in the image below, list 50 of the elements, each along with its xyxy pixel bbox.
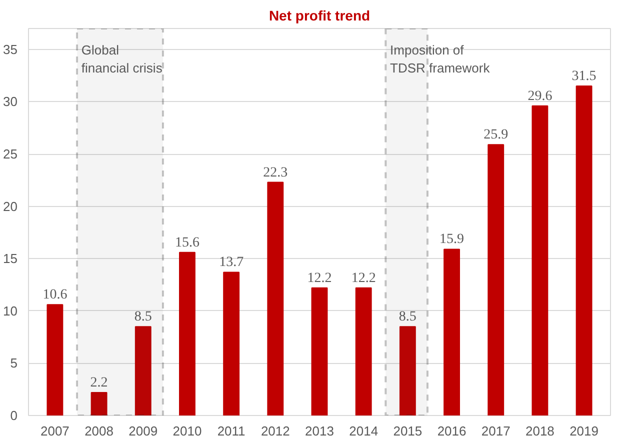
bar bbox=[179, 252, 196, 416]
bar bbox=[267, 182, 284, 416]
bar bbox=[576, 86, 592, 416]
bar bbox=[223, 272, 240, 416]
x-tick-label: 2012 bbox=[260, 424, 290, 438]
x-tick-label: 2010 bbox=[172, 424, 202, 438]
data-label: 2.2 bbox=[90, 375, 108, 390]
y-tick-label: 5 bbox=[10, 356, 18, 371]
data-label: 13.7 bbox=[219, 255, 244, 270]
data-label: 15.9 bbox=[440, 232, 464, 248]
y-tick-label: 0 bbox=[10, 408, 18, 423]
data-label: 8.5 bbox=[134, 310, 152, 325]
x-tick-label: 2009 bbox=[128, 424, 158, 438]
x-tick-label: 2008 bbox=[84, 424, 114, 438]
bar bbox=[134, 326, 152, 416]
y-tick-label: 35 bbox=[3, 42, 18, 57]
data-label: 8.5 bbox=[398, 310, 416, 325]
data-label: 31.5 bbox=[572, 69, 596, 84]
data-label: 15.6 bbox=[174, 235, 200, 250]
x-tick-label: 2015 bbox=[393, 424, 422, 438]
bar bbox=[488, 144, 504, 416]
x-tick-label: 2014 bbox=[349, 424, 378, 438]
bar bbox=[355, 287, 372, 416]
x-tick-label: 2013 bbox=[305, 424, 334, 438]
bar bbox=[311, 287, 328, 416]
y-tick-label: 30 bbox=[3, 94, 18, 110]
y-tick-label: 25 bbox=[3, 146, 18, 162]
data-label: 22.3 bbox=[263, 165, 288, 180]
bar bbox=[46, 304, 64, 416]
x-tick-label: 2007 bbox=[40, 424, 70, 438]
x-tick-label: 2018 bbox=[525, 424, 554, 438]
data-label: 29.6 bbox=[528, 88, 552, 104]
data-label: 12.2 bbox=[307, 270, 332, 286]
band-label: Global financial crisis bbox=[81, 42, 163, 76]
y-tick-label: 15 bbox=[3, 251, 18, 266]
y-tick-label: 10 bbox=[3, 303, 18, 318]
band-label: Imposition of TDSR framework bbox=[390, 42, 490, 76]
data-label: 25.9 bbox=[484, 128, 508, 143]
x-tick-label: 2016 bbox=[437, 424, 466, 438]
data-label: 10.6 bbox=[42, 288, 68, 303]
bar bbox=[90, 392, 108, 416]
y-tick-label: 20 bbox=[3, 198, 18, 214]
x-tick-label: 2011 bbox=[217, 424, 246, 438]
x-tick-label: 2017 bbox=[481, 424, 510, 438]
data-label: 12.2 bbox=[351, 270, 376, 286]
bar bbox=[444, 248, 460, 416]
chart-title: Net profit trend bbox=[268, 8, 370, 24]
x-tick-label: 2019 bbox=[570, 424, 599, 438]
bar bbox=[399, 326, 416, 416]
bar bbox=[532, 105, 548, 416]
